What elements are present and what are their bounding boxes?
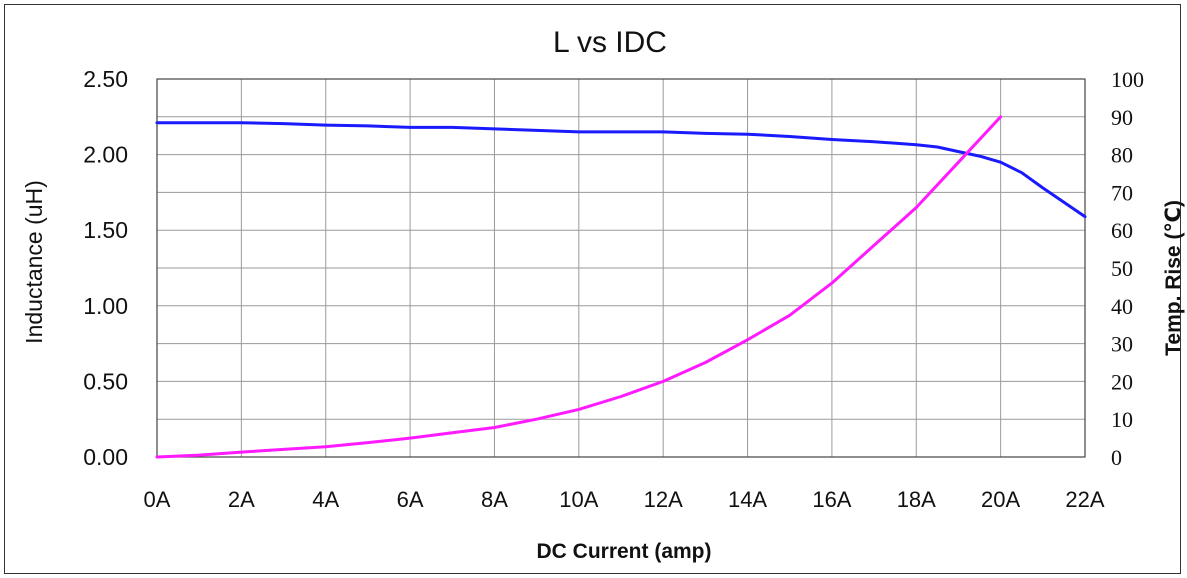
chart-frame xyxy=(4,4,1181,574)
x-tick-labels: 0A 2A 4A 6A 8A 10A 12A 14A 16A 18A 20A 22A xyxy=(144,487,1105,512)
y2-tick-label: 30 xyxy=(1111,332,1133,357)
x-tick-label: 4A xyxy=(312,487,339,512)
x-tick-label: 22A xyxy=(1065,487,1104,512)
y2-tick-label: 20 xyxy=(1111,369,1133,394)
y2-tick-label: 10 xyxy=(1111,407,1133,432)
y2-tick-label: 90 xyxy=(1111,105,1133,130)
series-line-temp-rise xyxy=(155,115,1003,459)
y-tick-label: 0.00 xyxy=(83,444,128,470)
y2-axis-label: Temp. Rise (℃) xyxy=(1162,200,1185,356)
x-tick-label: 10A xyxy=(559,487,598,512)
y2-tick-labels: 0 10 20 30 40 50 60 70 80 90 100 xyxy=(1111,67,1144,470)
y-tick-label: 2.50 xyxy=(83,66,128,92)
y-tick-label: 0.50 xyxy=(83,368,128,394)
y2-tick-label: 60 xyxy=(1111,218,1133,243)
x-tick-label: 12A xyxy=(644,487,683,512)
plot-border xyxy=(156,78,1086,458)
y-tick-label: 1.50 xyxy=(83,217,128,243)
series-layer xyxy=(155,115,1087,459)
y-axis-label: Inductance (uH) xyxy=(21,180,47,344)
y-tick-labels: 0.00 0.50 1.00 1.50 2.00 2.50 xyxy=(83,66,128,470)
series-line-inductance xyxy=(155,121,1087,219)
grid xyxy=(156,78,1086,458)
y-tick-label: 1.00 xyxy=(83,293,128,319)
y-tick-label: 2.00 xyxy=(83,142,128,168)
x-tick-label: 2A xyxy=(228,487,255,512)
x-axis-label: DC Current (amp) xyxy=(536,540,711,563)
x-tick-label: 20A xyxy=(981,487,1020,512)
x-tick-label: 6A xyxy=(397,487,424,512)
y2-tick-label: 100 xyxy=(1111,67,1144,92)
x-tick-label: 14A xyxy=(728,487,767,512)
y2-tick-label: 70 xyxy=(1111,180,1133,205)
y2-tick-label: 80 xyxy=(1111,143,1133,168)
chart-title: L vs IDC xyxy=(553,26,667,59)
x-tick-label: 8A xyxy=(481,487,508,512)
x-tick-label: 18A xyxy=(897,487,936,512)
y2-tick-label: 40 xyxy=(1111,294,1133,319)
x-tick-label: 16A xyxy=(812,487,851,512)
y2-tick-label: 50 xyxy=(1111,256,1133,281)
x-tick-label: 0A xyxy=(144,487,171,512)
y2-tick-label: 0 xyxy=(1111,445,1122,470)
